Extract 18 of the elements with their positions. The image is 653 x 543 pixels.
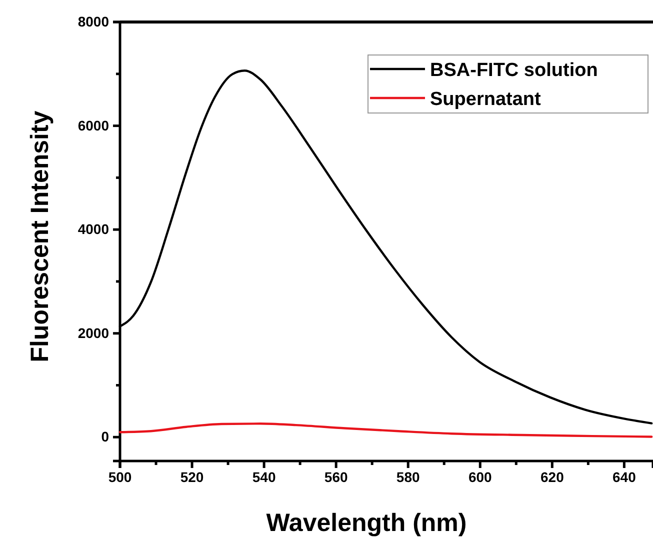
- x-tick-label: 620: [540, 468, 564, 485]
- x-axis-title: Wavelength (nm): [266, 509, 467, 537]
- y-tick-label: 8000: [78, 13, 110, 30]
- x-tick-label: 640: [612, 468, 636, 485]
- x-tick-label: 540: [252, 468, 276, 485]
- line-series: [118, 422, 653, 438]
- y-axis-title: Fluorescent Intensity: [26, 110, 54, 362]
- legend-label: Supernatant: [430, 89, 542, 110]
- x-tick-label: 520: [180, 468, 204, 485]
- legend-label: BSA-FITC solution: [430, 60, 598, 81]
- x-tick-label: 580: [396, 468, 420, 485]
- x-tick-label: 600: [468, 468, 492, 485]
- x-tick-label: 500: [108, 468, 132, 485]
- y-tick-label: 2000: [78, 324, 110, 341]
- y-tick-label: 6000: [78, 117, 110, 134]
- y-tick-label: 4000: [78, 221, 110, 238]
- x-tick-label: 560: [324, 468, 348, 485]
- y-tick-label: 0: [101, 428, 110, 445]
